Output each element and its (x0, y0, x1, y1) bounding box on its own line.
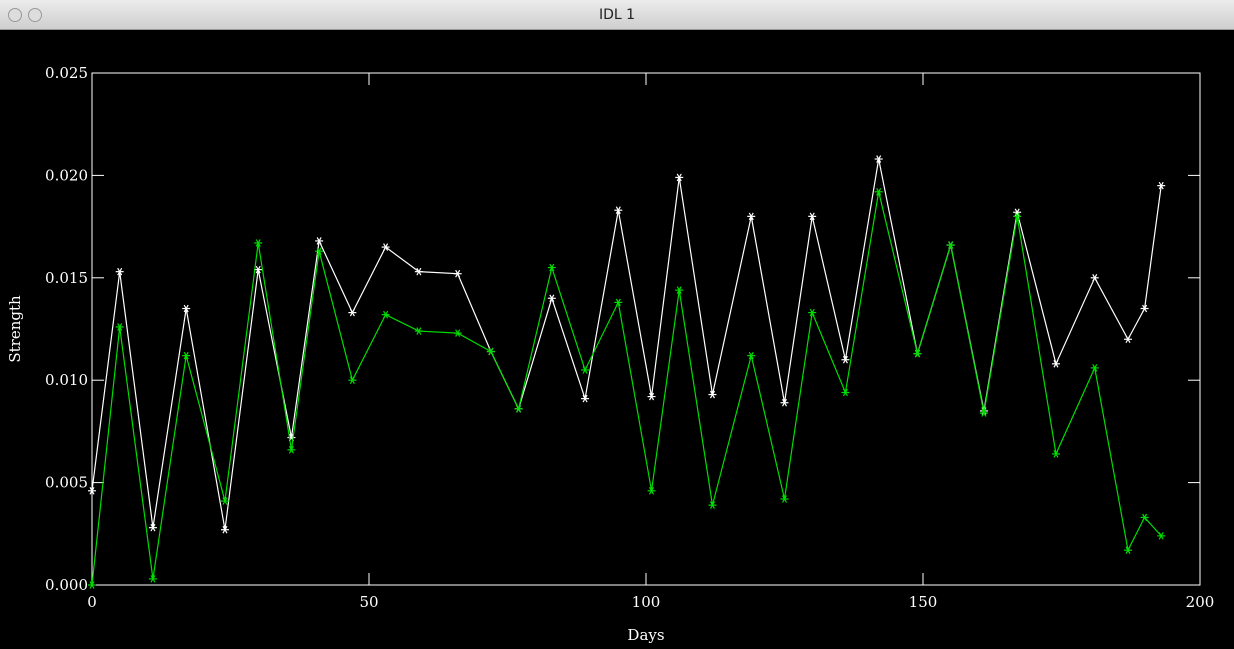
asterisk-marker (220, 497, 229, 505)
y-tick-label: 0.005 (45, 474, 88, 492)
title-bar: IDL 1 (0, 0, 1234, 30)
y-tick-label: 0.010 (45, 371, 88, 389)
asterisk-marker (614, 298, 623, 307)
asterisk-marker (1090, 274, 1099, 282)
asterisk-marker (348, 376, 357, 384)
window-title: IDL 1 (598, 7, 636, 23)
asterisk-marker (547, 294, 556, 303)
asterisk-marker (315, 247, 324, 255)
asterisk-marker (979, 409, 988, 417)
asterisk-marker (1051, 450, 1060, 458)
asterisk-marker (254, 239, 263, 247)
asterisk-marker (647, 392, 656, 401)
asterisk-marker (1140, 513, 1149, 522)
asterisk-marker (1123, 546, 1132, 554)
asterisk-marker (913, 349, 922, 358)
asterisk-marker (780, 398, 789, 407)
asterisk-marker (115, 267, 124, 276)
minimize-button[interactable] (28, 8, 42, 22)
asterisk-marker (808, 212, 817, 221)
asterisk-marker (348, 308, 357, 317)
asterisk-marker (708, 501, 717, 509)
asterisk-marker (453, 329, 462, 337)
asterisk-marker (1013, 212, 1022, 221)
asterisk-marker (315, 237, 324, 245)
x-tick-label: 200 (1186, 593, 1215, 611)
y-axis-label: Strength (6, 295, 24, 363)
asterisk-marker (381, 243, 390, 251)
asterisk-marker (182, 304, 191, 313)
asterisk-marker (148, 575, 157, 583)
asterisk-marker (614, 206, 623, 214)
asterisk-marker (675, 286, 684, 294)
y-tick-label: 0.025 (45, 64, 88, 82)
asterisk-marker (946, 241, 955, 249)
asterisk-marker (414, 327, 423, 335)
asterisk-marker (841, 388, 850, 397)
asterisk-marker (220, 525, 229, 534)
asterisk-marker (88, 581, 96, 589)
x-tick-label: 0 (87, 593, 97, 611)
plot-frame (91, 72, 1201, 586)
asterisk-marker (287, 446, 296, 454)
asterisk-marker (581, 366, 590, 374)
y-tick-label: 0.015 (45, 269, 88, 287)
asterisk-marker (514, 405, 523, 413)
asterisk-marker (647, 487, 656, 495)
y-tick-label: 0.000 (45, 576, 88, 594)
asterisk-marker (581, 394, 590, 403)
asterisk-marker (780, 495, 789, 503)
x-axis-label: Days (627, 626, 664, 644)
asterisk-marker (1140, 304, 1149, 313)
asterisk-marker (874, 188, 883, 196)
asterisk-marker (453, 269, 462, 278)
x-tick-label: 150 (909, 593, 938, 611)
series-line (91, 191, 1162, 586)
asterisk-marker (708, 390, 717, 399)
asterisk-marker (1090, 364, 1099, 372)
asterisk-marker (547, 263, 556, 272)
asterisk-marker (115, 323, 124, 331)
asterisk-marker (414, 267, 423, 276)
y-tick-label: 0.020 (45, 166, 88, 184)
asterisk-marker (675, 173, 684, 182)
asterisk-marker (747, 212, 756, 221)
asterisk-marker (148, 523, 157, 532)
asterisk-marker (841, 355, 850, 364)
close-button[interactable] (8, 8, 22, 22)
asterisk-marker (182, 351, 191, 360)
x-tick-label: 100 (632, 593, 661, 611)
asterisk-marker (1051, 360, 1060, 368)
asterisk-marker (1157, 532, 1166, 540)
asterisk-marker (486, 347, 495, 356)
x-tick-label: 50 (359, 593, 378, 611)
series-line (91, 158, 1162, 530)
asterisk-marker (808, 308, 817, 317)
asterisk-marker (1123, 335, 1132, 344)
asterisk-marker (381, 310, 390, 319)
asterisk-marker (874, 155, 883, 163)
asterisk-marker (747, 351, 756, 360)
asterisk-marker (88, 487, 96, 495)
asterisk-marker (1157, 181, 1166, 190)
asterisk-marker (254, 265, 263, 274)
